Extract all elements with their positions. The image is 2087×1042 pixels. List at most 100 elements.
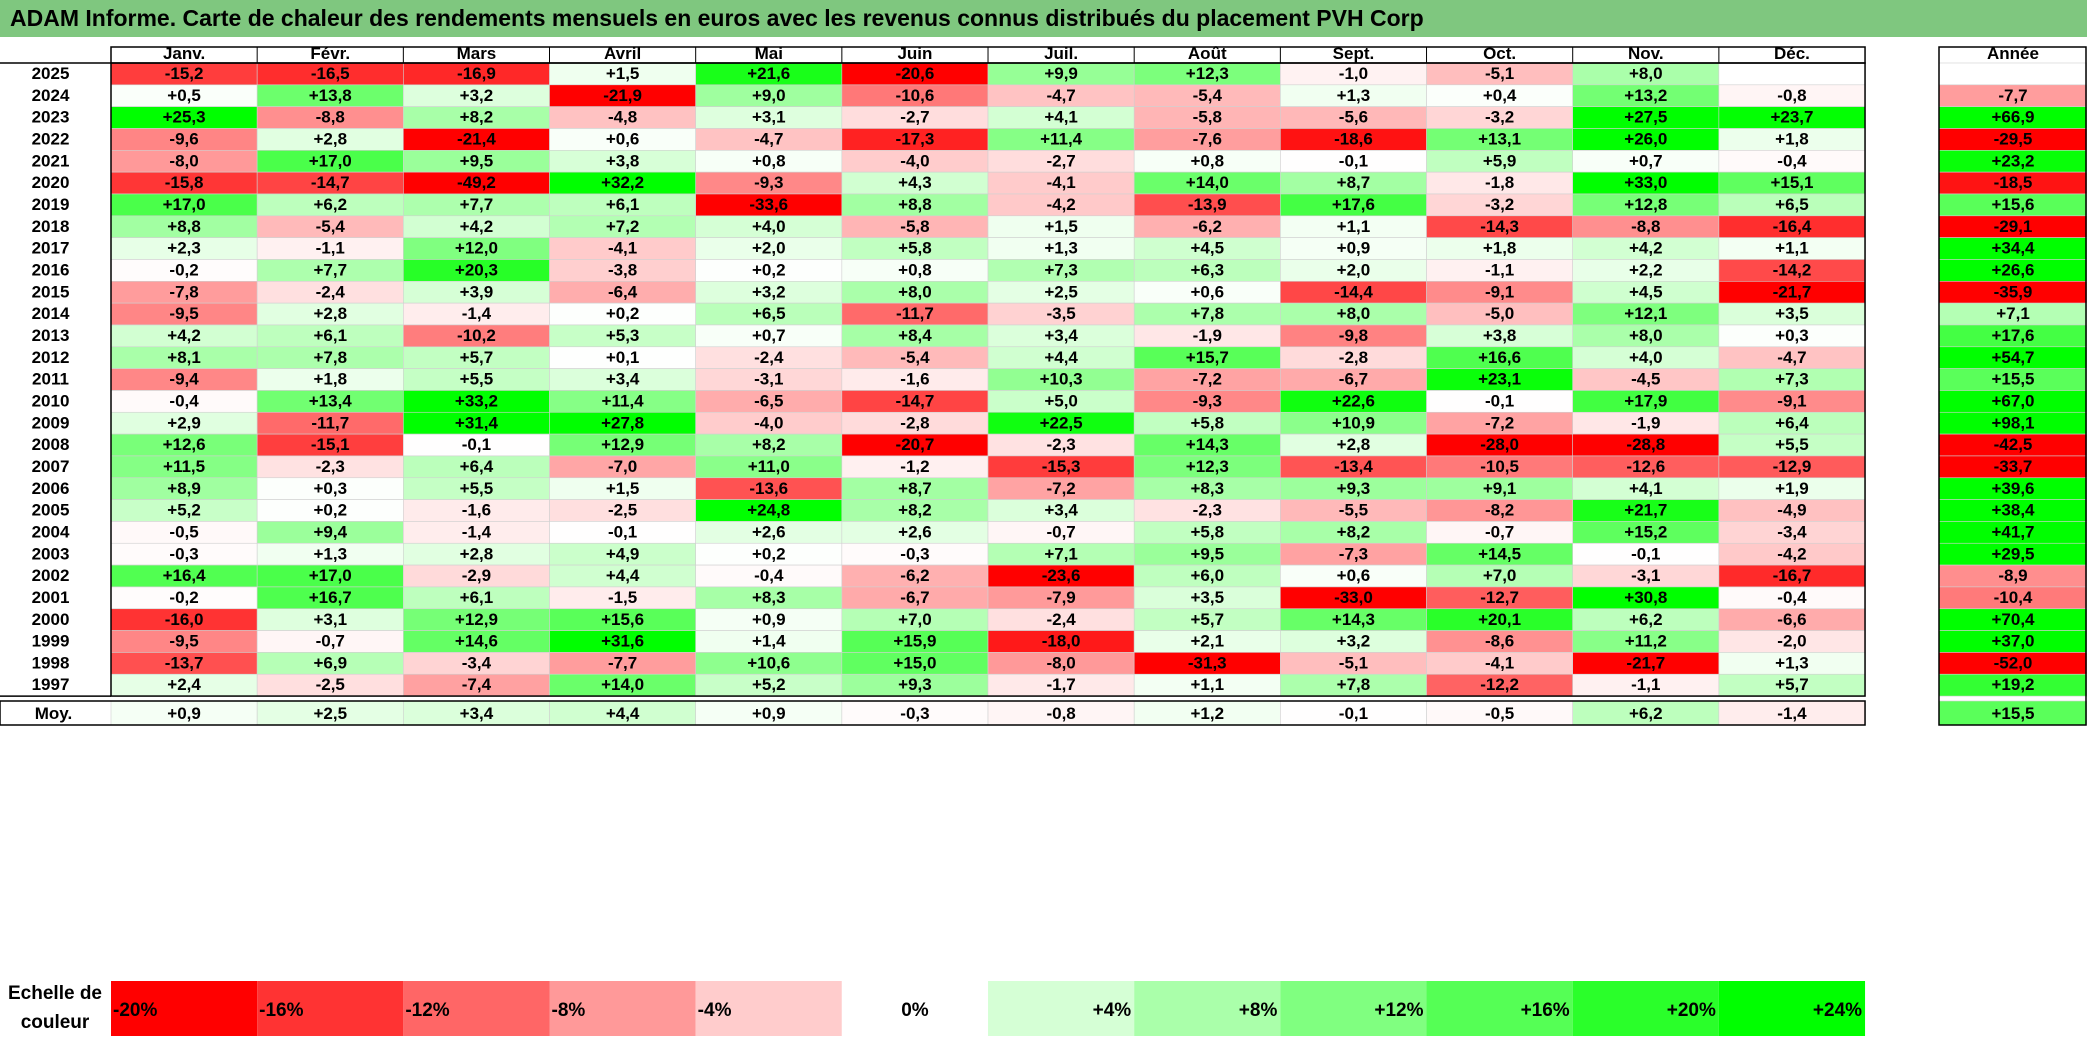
average-cell <box>1280 700 1427 726</box>
cell-value: +3,2 <box>460 86 494 105</box>
cell-value: +5,8 <box>1190 522 1224 541</box>
cell-value: -1,9 <box>1193 326 1222 345</box>
cell-value: +6,5 <box>1775 195 1809 214</box>
cell-value: -20,6 <box>896 64 935 83</box>
cell-value: +17,0 <box>163 195 206 214</box>
cell-value: -7,8 <box>169 282 198 301</box>
cell-value: +3,4 <box>1044 501 1078 520</box>
cell-value: +12,3 <box>1186 457 1229 476</box>
cell-value: +8,7 <box>1337 173 1371 192</box>
cell-value: +14,0 <box>601 675 644 694</box>
annual-column-border <box>1938 46 2087 726</box>
cell-value: -33,6 <box>749 195 788 214</box>
cell-value: -9,8 <box>1339 326 1368 345</box>
cell-value: +4,5 <box>1629 282 1663 301</box>
cell-value: -28,8 <box>1626 435 1665 454</box>
cell-value: -5,6 <box>1339 108 1368 127</box>
cell-value: -6,5 <box>754 391 783 410</box>
cell-value: +3,2 <box>752 282 786 301</box>
cell-value: -2,8 <box>900 413 929 432</box>
scale-value: -8% <box>552 1000 586 1021</box>
annual-value: +41,7 <box>1991 522 2034 541</box>
cell-value: -4,5 <box>1631 370 1660 389</box>
cell-value: +6,2 <box>1629 610 1663 629</box>
month-header: Févr. <box>310 44 350 63</box>
scale-swatch <box>111 981 258 1036</box>
cell-value: -4,2 <box>1777 544 1806 563</box>
year-label: 2004 <box>32 522 70 541</box>
cell-value: +12,9 <box>455 610 498 629</box>
cell-value: -12,6 <box>1626 457 1665 476</box>
cell-value: +7,3 <box>1775 370 1809 389</box>
cell-value: +1,8 <box>313 370 347 389</box>
cell-value: +15,0 <box>893 653 936 672</box>
cell-value: +2,6 <box>752 522 786 541</box>
cell-value: +4,4 <box>1044 348 1078 367</box>
cell-value: +8,9 <box>167 479 201 498</box>
year-label: 2015 <box>32 282 70 301</box>
cell-value: +23,7 <box>1770 108 1813 127</box>
cell-value: -2,8 <box>1339 348 1368 367</box>
heatmap-area: Janv. Févr. Mars Avril Mai Juin Juil. Août Sept.… <box>0 37 2087 1042</box>
cell-value: -28,0 <box>1480 435 1519 454</box>
cell-value: +3,1 <box>752 108 786 127</box>
annual-value: +34,4 <box>1991 239 2035 258</box>
cell-value: +8,0 <box>898 282 932 301</box>
cell-value: -4,1 <box>1046 173 1075 192</box>
month-header: Déc. <box>1774 44 1810 63</box>
cell-value: +7,0 <box>1483 566 1517 585</box>
cell-value: +24,8 <box>747 501 790 520</box>
cell-value: +6,1 <box>313 326 347 345</box>
annual-value: +54,7 <box>1991 348 2034 367</box>
cell-value: -8,8 <box>316 108 345 127</box>
cell-value: -10,5 <box>1480 457 1519 476</box>
cell-value: +5,3 <box>606 326 640 345</box>
average-cell <box>256 700 404 726</box>
annual-value: -8,9 <box>1998 566 2027 585</box>
cell-value: +14,3 <box>1332 610 1375 629</box>
month-header: Juin <box>897 44 932 63</box>
cell-value: +1,1 <box>1190 675 1224 694</box>
cell-value: +9,9 <box>1044 64 1078 83</box>
cell-value: -5,8 <box>900 217 929 236</box>
annual-value: -52,0 <box>1994 653 2033 672</box>
cell-value: +15,2 <box>1624 522 1667 541</box>
cell-value: +7,1 <box>1044 544 1078 563</box>
cell-value: +15,9 <box>893 632 936 651</box>
cell-value: +6,4 <box>1775 413 1809 432</box>
cell-value: +13,4 <box>309 391 353 410</box>
cell-value: +3,2 <box>1337 632 1371 651</box>
cell-value: +7,0 <box>898 610 932 629</box>
cell-value: +7,8 <box>1337 675 1371 694</box>
cell-value: +8,2 <box>752 435 786 454</box>
annual-value: -29,5 <box>1994 129 2033 148</box>
cell-value: +0,8 <box>752 151 786 170</box>
cell-value: -14,3 <box>1480 217 1519 236</box>
cell-value: -5,8 <box>1193 108 1222 127</box>
cell-value: -6,4 <box>608 282 638 301</box>
annual-value: +19,2 <box>1991 675 2034 694</box>
annual-value: +23,2 <box>1991 151 2034 170</box>
cell-value: +0,8 <box>1190 151 1224 170</box>
scale-value: +4% <box>1093 1000 1132 1021</box>
annual-value: +29,5 <box>1991 544 2034 563</box>
cell-value: -2,3 <box>1046 435 1075 454</box>
cell-value: +1,8 <box>1483 239 1517 258</box>
cell-value: +15,1 <box>1770 173 1813 192</box>
cell-value: +2,2 <box>1629 260 1663 279</box>
annual-value: -7,7 <box>1998 86 2027 105</box>
scale-value: -20% <box>113 1000 157 1021</box>
cell-value: -8,8 <box>1631 217 1660 236</box>
cell-value: +7,2 <box>606 217 640 236</box>
cell-value: +12,9 <box>601 435 644 454</box>
cell-value: +7,3 <box>1044 260 1078 279</box>
average-annual-cell <box>1938 700 2087 726</box>
cell-value: +7,7 <box>460 195 494 214</box>
cell-value: +6,9 <box>313 653 347 672</box>
cell-value: +8,3 <box>752 588 786 607</box>
year-label: 2006 <box>32 479 70 498</box>
cell-value: -5,1 <box>1339 653 1368 672</box>
cell-value: -5,4 <box>1193 86 1223 105</box>
cell-value: +5,7 <box>460 348 494 367</box>
year-label: 2025 <box>32 64 70 83</box>
